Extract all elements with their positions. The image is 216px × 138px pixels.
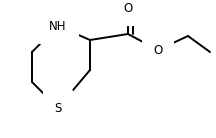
Text: S: S bbox=[54, 102, 62, 115]
Text: NH: NH bbox=[49, 19, 67, 33]
Text: O: O bbox=[123, 2, 133, 14]
Text: O: O bbox=[153, 43, 163, 56]
